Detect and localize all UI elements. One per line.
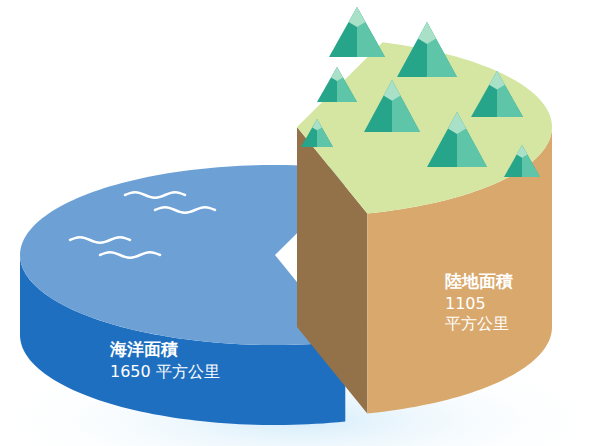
value-label: 1650 平方公里 [110, 362, 220, 381]
mountain [329, 7, 385, 57]
mountain-snow [448, 112, 466, 134]
mountain-shade [317, 119, 333, 147]
wave [100, 252, 160, 257]
mountain-snow [489, 71, 505, 89]
category-label: 海洋面積 [109, 339, 178, 359]
mountain-snow [384, 80, 401, 101]
wave [125, 192, 185, 197]
mountain-shade [392, 80, 420, 132]
labels: 海洋面積 1650 平方公里 陸地面積 1105平方公里 [109, 271, 513, 381]
category-label: 陸地面積 [445, 271, 513, 291]
mountain [364, 80, 420, 132]
wave [155, 207, 215, 212]
mountain-snow [331, 67, 343, 81]
mountain-snow [517, 145, 528, 158]
mountain [471, 71, 523, 117]
mountain-snow [349, 7, 366, 27]
mountain [301, 119, 333, 147]
mountain [397, 22, 457, 77]
slice [297, 42, 552, 413]
mountain [317, 67, 357, 102]
mountain-snow [418, 22, 436, 44]
mountain-snow [312, 119, 322, 130]
mountain [504, 145, 540, 177]
chart: 海洋面積 1650 平方公里 陸地面積 1105平方公里 [0, 0, 592, 446]
mountain [427, 112, 487, 167]
wave [70, 237, 130, 242]
value-label: 1105平方公里 [445, 294, 509, 333]
mountain-shade [357, 7, 385, 57]
plot-area [20, 7, 552, 425]
